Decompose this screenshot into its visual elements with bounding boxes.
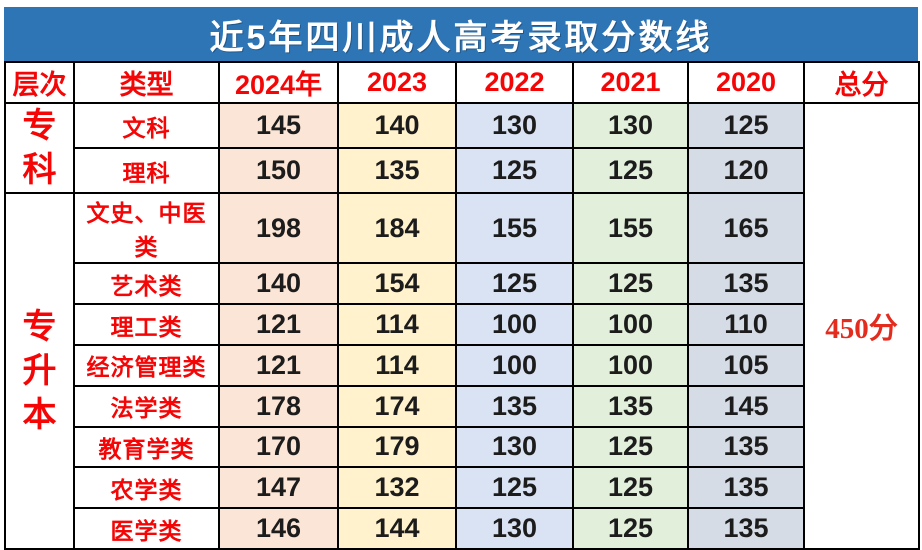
- score-cell: 130: [455, 101, 574, 150]
- col-header-2021: 2021: [572, 61, 689, 104]
- score-cell: 125: [572, 425, 689, 469]
- header-row: 层次 类型 2024年 2023 2022 2021 2020 总分: [4, 61, 920, 104]
- table-row: 教育学类 170 179 130 125 135: [5, 425, 919, 469]
- score-cell: 125: [572, 147, 689, 195]
- table-row: 艺术类 140 154 125 125 135: [5, 262, 919, 306]
- score-cell: 135: [687, 262, 805, 306]
- score-cell: 179: [337, 425, 457, 469]
- score-cell: 125: [572, 262, 689, 306]
- score-cell: 135: [687, 425, 805, 469]
- score-cell: 184: [337, 192, 457, 265]
- score-cell: 135: [455, 384, 574, 428]
- col-header-total: 总分: [803, 61, 920, 104]
- col-header-2024: 2024年: [218, 61, 339, 104]
- row-type-label: 教育学类: [73, 425, 220, 469]
- col-header-2022: 2022: [455, 61, 574, 104]
- score-cell: 147: [218, 466, 339, 510]
- score-table: 层次 类型 2024年 2023 2022 2021 2020 总分 专科 文科…: [4, 61, 920, 550]
- score-cell: 105: [687, 343, 805, 387]
- score-cell: 198: [218, 192, 339, 265]
- score-cell: 165: [687, 192, 805, 265]
- table-row: 专升本 文史、中医类 198 184 155 155 165: [4, 192, 919, 550]
- row-type-label: 理科: [73, 147, 220, 195]
- table-row: 农学类 147 132 125 125 135: [5, 466, 919, 510]
- score-cell: 120: [687, 147, 805, 195]
- score-cell: 125: [455, 147, 574, 195]
- group-label-zhuanke: 专科: [4, 101, 75, 195]
- table-row: 经济管理类 121 114 100 100 105: [5, 343, 919, 387]
- score-cell: 125: [687, 101, 805, 150]
- score-cell: 121: [218, 343, 339, 387]
- row-type-label: 医学类: [73, 507, 220, 550]
- score-cell: 155: [455, 192, 574, 265]
- table-row: 法学类 178 174 135 135 145: [5, 384, 919, 428]
- score-cell: 114: [337, 303, 457, 346]
- col-header-2020: 2020: [687, 61, 805, 104]
- score-cell: 121: [218, 303, 339, 346]
- col-header-2023: 2023: [337, 61, 457, 104]
- score-cell: 150: [218, 147, 339, 195]
- score-cell: 135: [687, 466, 805, 510]
- score-cell: 170: [218, 425, 339, 469]
- score-cell: 140: [218, 262, 339, 306]
- col-header-level: 层次: [4, 61, 75, 104]
- score-cell: 178: [218, 384, 339, 428]
- page-title: 近5年四川成人高考录取分数线: [4, 7, 918, 61]
- group-label-zhuanshengben: 专升本: [4, 192, 75, 550]
- group-label-text: 专升本: [22, 307, 57, 435]
- score-cell: 130: [455, 507, 574, 550]
- score-cell: 144: [337, 507, 457, 550]
- score-cell: 100: [572, 303, 689, 346]
- table-row: 医学类 146 144 130 125 135: [5, 507, 919, 550]
- table-row: 专科 文科 145 140 130 130 125 450分: [4, 101, 920, 550]
- score-cell: 125: [455, 262, 574, 306]
- score-cell: 145: [218, 101, 339, 150]
- row-type-label: 文科: [73, 101, 220, 150]
- score-cell: 174: [337, 384, 457, 428]
- col-header-type: 类型: [73, 61, 220, 104]
- table-row: 理科 150 135 125 125 120: [5, 147, 919, 195]
- score-cell: 125: [455, 466, 574, 510]
- score-cell: 110: [687, 303, 805, 346]
- score-cell: 130: [572, 101, 689, 150]
- row-type-label: 法学类: [73, 384, 220, 428]
- total-score-cell: 450分: [803, 102, 920, 550]
- score-cell: 125: [572, 507, 689, 550]
- table-row: 理工类 121 114 100 100 110: [5, 303, 919, 346]
- score-line-infographic: 近5年四川成人高考录取分数线 层次 类型 2024年 2023 2022 202…: [4, 7, 920, 550]
- score-cell: 130: [455, 425, 574, 469]
- score-cell: 135: [572, 384, 689, 428]
- group-label-text: 专科: [22, 107, 57, 190]
- score-cell: 146: [218, 507, 339, 550]
- score-cell: 100: [455, 303, 574, 346]
- score-cell: 154: [337, 262, 457, 306]
- row-type-label: 经济管理类: [73, 343, 220, 387]
- score-cell: 140: [337, 101, 457, 150]
- row-type-label: 农学类: [73, 466, 220, 510]
- score-cell: 125: [572, 466, 689, 510]
- row-type-label: 艺术类: [73, 262, 220, 306]
- score-cell: 132: [337, 466, 457, 510]
- score-cell: 135: [687, 507, 805, 550]
- score-cell: 100: [572, 343, 689, 387]
- row-type-label: 理工类: [73, 303, 220, 346]
- row-type-label: 文史、中医类: [73, 192, 220, 265]
- score-cell: 155: [572, 192, 689, 265]
- score-cell: 100: [455, 343, 574, 387]
- score-cell: 114: [337, 343, 457, 387]
- score-cell: 135: [337, 147, 457, 195]
- score-cell: 145: [687, 384, 805, 428]
